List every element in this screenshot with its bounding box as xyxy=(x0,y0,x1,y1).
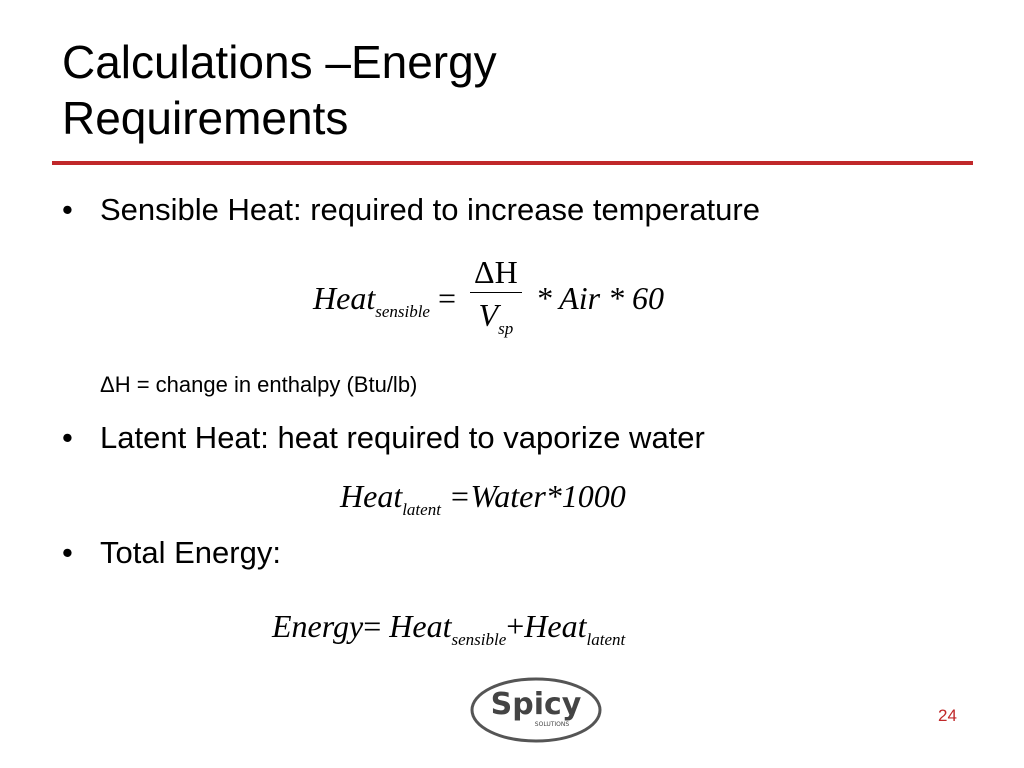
eq-term: Heat xyxy=(524,608,587,644)
logo-name: Spicy xyxy=(491,687,582,722)
bullet-text: Sensible Heat: required to increase temp… xyxy=(100,192,760,227)
bullet-text: Latent Heat: heat required to vaporize w… xyxy=(100,420,705,455)
eq-subscript: latent xyxy=(586,630,626,649)
logo: Spicy SOLUTIONS xyxy=(470,677,602,743)
eq-term: * Air * 60 xyxy=(535,279,665,316)
eq-term: Heat xyxy=(313,279,376,316)
page-number: 24 xyxy=(938,706,957,725)
note: ΔH = change in enthalpy (Btu/lb) xyxy=(100,372,418,397)
fraction: ΔH Vsp xyxy=(470,252,522,351)
eq-term: =Water*1000 xyxy=(448,478,626,514)
equation: Heatsensible = ΔH Vsp * Air * 60 xyxy=(313,252,664,351)
eq-term: Heat xyxy=(340,478,403,514)
logo-ring xyxy=(470,677,602,743)
eq-operator: = xyxy=(363,608,382,644)
numerator: ΔH xyxy=(470,252,522,293)
eq-operator: + xyxy=(506,608,525,644)
eq-operator: = xyxy=(437,279,457,316)
eq-term: V xyxy=(478,297,499,333)
eq-subscript: sensible xyxy=(451,630,507,649)
slide-title: Calculations –Energy Requirements xyxy=(62,36,497,144)
logo-tagline: SOLUTIONS xyxy=(535,721,570,728)
equation: Energy= Heatsensible+Heatlatent xyxy=(272,608,625,650)
denominator: Vsp xyxy=(470,293,522,351)
equation: Heatlatent =Water*1000 xyxy=(340,478,626,520)
eq-subscript: sensible xyxy=(375,301,430,321)
eq-term: Heat xyxy=(389,608,452,644)
eq-subscript: latent xyxy=(402,500,441,519)
eq-term: Energy xyxy=(272,608,364,644)
title-rule xyxy=(52,161,973,165)
eq-subscript: sp xyxy=(498,319,514,338)
bullet-text: Total Energy: xyxy=(100,535,281,570)
